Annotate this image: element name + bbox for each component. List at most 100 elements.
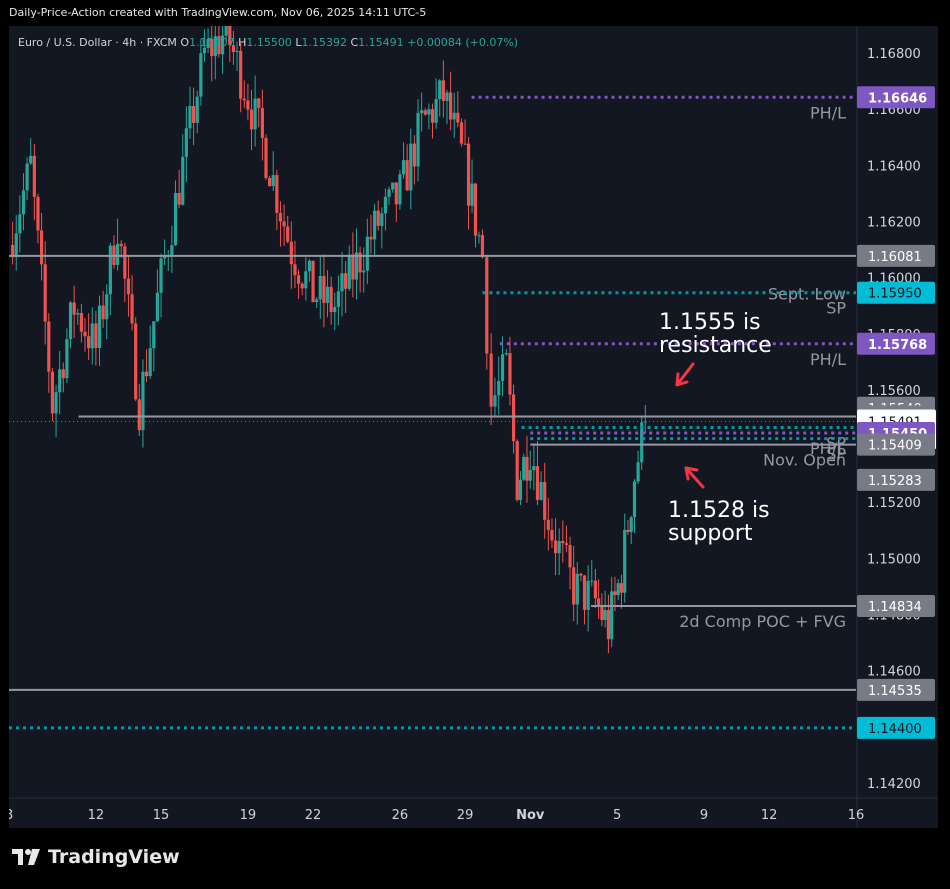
level-text: SP — [826, 433, 846, 452]
price-axis-label: 1.16646 — [857, 86, 935, 109]
candle — [606, 594, 611, 654]
candle — [441, 60, 445, 118]
candle — [311, 260, 315, 303]
candle — [210, 26, 214, 82]
candle — [391, 182, 395, 193]
candle — [224, 26, 228, 41]
candle — [65, 328, 69, 384]
candle — [155, 269, 160, 322]
candle — [130, 275, 134, 331]
candle — [202, 29, 207, 62]
candle — [416, 99, 420, 182]
price-label-text: 1.14834 — [868, 600, 922, 615]
annotation-line: support — [668, 521, 753, 546]
candle — [543, 462, 547, 539]
tradingview-logo-text: TradingView — [48, 846, 180, 868]
candle — [325, 270, 330, 318]
candle — [123, 242, 127, 302]
candle — [54, 384, 58, 438]
candle — [264, 134, 268, 181]
candle — [87, 313, 91, 360]
candle — [220, 26, 225, 74]
candle — [572, 546, 576, 622]
candle — [511, 384, 516, 454]
candle — [249, 90, 254, 151]
candle — [515, 439, 519, 502]
candle — [94, 310, 98, 366]
candle — [409, 128, 413, 210]
candle — [369, 214, 373, 254]
level-text: 2d Comp POC + FVG — [679, 612, 846, 631]
price-axis-label: 1.15950 — [857, 281, 935, 304]
candle — [528, 450, 532, 489]
candle — [25, 157, 29, 200]
candle — [68, 301, 73, 349]
level-text: PH/L — [810, 350, 846, 369]
price-axis-label: 1.15283 — [857, 468, 935, 491]
plot-area[interactable] — [9, 26, 856, 798]
x-tick-label: 8 — [9, 808, 13, 823]
candle — [32, 144, 36, 221]
candle — [76, 308, 80, 325]
candle — [597, 579, 601, 619]
price-axis-label: 1.14535 — [857, 678, 935, 701]
candle — [108, 242, 112, 315]
price-axis-label: 1.16081 — [857, 244, 935, 267]
candle — [448, 71, 453, 131]
level-text: SP — [826, 299, 846, 318]
candle — [293, 240, 297, 289]
candle — [553, 518, 558, 576]
candle — [636, 450, 640, 484]
candle — [333, 292, 337, 331]
candle — [438, 79, 442, 117]
level-text: Nov. Open — [763, 451, 846, 470]
candle — [152, 321, 156, 372]
candle — [307, 258, 312, 282]
candle — [173, 180, 178, 246]
candle — [365, 218, 369, 285]
chart-header: Daily-Price-Action created with TradingV… — [9, 6, 427, 19]
candle — [489, 333, 493, 425]
price-label-text: 1.15283 — [868, 474, 922, 489]
chart-frame[interactable]: 1.168001.166001.164001.162001.160001.158… — [9, 26, 938, 828]
candle — [347, 245, 351, 291]
candle — [532, 443, 536, 491]
candle — [101, 290, 105, 329]
candle — [239, 43, 243, 113]
candle — [452, 92, 456, 138]
candle — [459, 118, 464, 147]
candle — [405, 144, 409, 191]
price-axis-label: 1.14400 — [857, 716, 935, 739]
candle — [192, 87, 196, 146]
candle — [47, 313, 51, 393]
candle — [546, 498, 550, 551]
price-axis-label: 1.14834 — [857, 594, 935, 617]
candle — [97, 295, 102, 366]
candle — [257, 97, 261, 128]
candle — [525, 435, 529, 503]
candle — [600, 593, 604, 627]
annotation-line: 1.1555 is — [659, 310, 761, 335]
candle — [456, 91, 460, 128]
candle — [535, 440, 540, 506]
arrow-up-icon — [684, 466, 705, 489]
candle — [61, 362, 65, 393]
candle — [619, 574, 624, 609]
price-chart[interactable]: 1.168001.166001.164001.162001.160001.158… — [9, 26, 938, 828]
candle — [21, 173, 26, 231]
candle — [300, 281, 304, 296]
y-tick-label: 1.14600 — [867, 665, 921, 680]
candle — [640, 415, 644, 470]
candle — [159, 253, 163, 318]
candle — [508, 336, 512, 406]
y-tick-label: 1.14200 — [867, 777, 921, 792]
candle — [260, 89, 264, 161]
y-tick-label: 1.15000 — [867, 552, 921, 567]
price-label-text: 1.14535 — [868, 684, 922, 699]
candle — [590, 560, 594, 587]
tradingview-logo[interactable]: TradingView — [12, 846, 180, 868]
y-tick-label: 1.16800 — [867, 47, 921, 62]
symbol-legend[interactable]: Euro / U.S. Dollar · 4h · FXCM O1.15407 … — [18, 36, 518, 49]
